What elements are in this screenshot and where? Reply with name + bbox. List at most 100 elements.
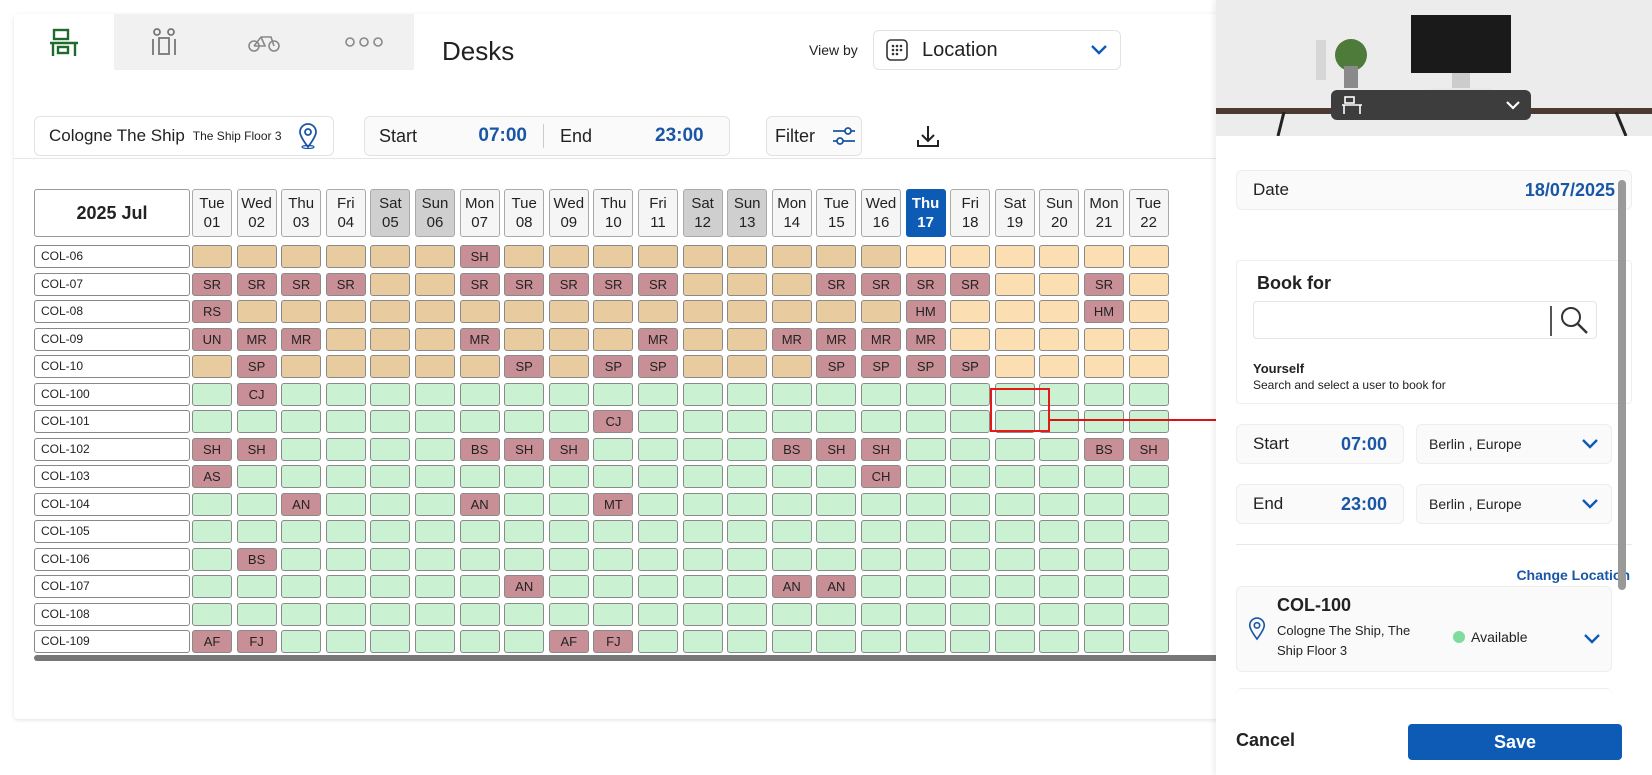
free-slot[interactable] bbox=[994, 575, 1035, 598]
free-slot[interactable] bbox=[1128, 465, 1169, 488]
free-slot[interactable] bbox=[370, 245, 411, 268]
free-slot[interactable] bbox=[816, 245, 857, 268]
free-slot[interactable] bbox=[994, 245, 1035, 268]
booked-slot[interactable]: SR bbox=[638, 272, 678, 296]
free-slot[interactable] bbox=[727, 520, 768, 543]
free-slot[interactable] bbox=[459, 602, 500, 626]
free-slot[interactable] bbox=[548, 602, 589, 626]
free-slot[interactable] bbox=[727, 630, 768, 653]
free-slot[interactable] bbox=[950, 382, 991, 406]
free-slot[interactable] bbox=[994, 355, 1035, 378]
free-slot[interactable] bbox=[459, 630, 500, 653]
free-slot[interactable] bbox=[593, 437, 634, 461]
free-slot[interactable] bbox=[504, 465, 545, 488]
free-slot[interactable] bbox=[816, 602, 857, 626]
free-slot[interactable] bbox=[325, 575, 366, 598]
free-slot[interactable] bbox=[370, 547, 411, 571]
free-slot[interactable] bbox=[816, 465, 857, 488]
booked-slot[interactable]: MR bbox=[816, 327, 857, 351]
free-slot[interactable] bbox=[415, 355, 455, 378]
free-slot[interactable] bbox=[415, 547, 455, 571]
free-slot[interactable] bbox=[1039, 492, 1080, 516]
booked-slot[interactable]: BS bbox=[459, 437, 500, 461]
booked-slot[interactable]: AN bbox=[459, 492, 500, 516]
free-slot[interactable] bbox=[325, 437, 366, 461]
free-slot[interactable] bbox=[370, 355, 411, 378]
free-slot[interactable] bbox=[236, 602, 277, 626]
start-time-input[interactable]: 07:00 bbox=[478, 125, 527, 146]
free-slot[interactable] bbox=[281, 437, 322, 461]
free-slot[interactable] bbox=[192, 382, 232, 406]
free-slot[interactable] bbox=[1084, 245, 1124, 268]
free-slot[interactable] bbox=[727, 355, 768, 378]
free-slot[interactable] bbox=[682, 547, 723, 571]
horizontal-scrollbar[interactable] bbox=[34, 655, 1244, 661]
free-slot[interactable] bbox=[682, 492, 723, 516]
free-slot[interactable] bbox=[1084, 602, 1124, 626]
booked-slot[interactable]: FJ bbox=[236, 630, 277, 653]
booked-slot[interactable]: SH bbox=[861, 437, 901, 461]
free-slot[interactable] bbox=[370, 602, 411, 626]
booked-slot[interactable]: BS bbox=[771, 437, 812, 461]
end-time-input[interactable]: 23:00 bbox=[655, 125, 704, 146]
free-slot[interactable] bbox=[593, 327, 634, 351]
free-slot[interactable] bbox=[370, 630, 411, 653]
free-slot[interactable] bbox=[771, 410, 812, 433]
free-slot[interactable] bbox=[415, 300, 455, 323]
free-slot[interactable] bbox=[415, 410, 455, 433]
booked-slot[interactable]: AN bbox=[504, 575, 545, 598]
booked-slot[interactable]: SR bbox=[459, 272, 500, 296]
free-slot[interactable] bbox=[861, 382, 901, 406]
free-slot[interactable] bbox=[950, 602, 991, 626]
free-slot[interactable] bbox=[682, 327, 723, 351]
free-slot[interactable] bbox=[816, 382, 857, 406]
free-slot[interactable] bbox=[682, 355, 723, 378]
free-slot[interactable] bbox=[861, 300, 901, 323]
booked-slot[interactable]: SR bbox=[593, 272, 634, 296]
free-slot[interactable] bbox=[1084, 547, 1124, 571]
booked-slot[interactable]: SR bbox=[905, 272, 946, 296]
free-slot[interactable] bbox=[1084, 575, 1124, 598]
free-slot[interactable] bbox=[682, 630, 723, 653]
free-slot[interactable] bbox=[1039, 245, 1080, 268]
booked-slot[interactable]: AS bbox=[192, 465, 232, 488]
free-slot[interactable] bbox=[638, 630, 678, 653]
free-slot[interactable] bbox=[1128, 602, 1169, 626]
booked-slot[interactable]: MR bbox=[861, 327, 901, 351]
free-slot[interactable] bbox=[682, 437, 723, 461]
free-slot[interactable] bbox=[1039, 437, 1080, 461]
free-slot[interactable] bbox=[816, 492, 857, 516]
free-slot[interactable] bbox=[994, 465, 1035, 488]
free-slot[interactable] bbox=[459, 547, 500, 571]
free-slot[interactable] bbox=[727, 492, 768, 516]
free-slot[interactable] bbox=[281, 630, 322, 653]
booked-slot[interactable]: SP bbox=[638, 355, 678, 378]
booked-slot[interactable]: SH bbox=[192, 437, 232, 461]
free-slot[interactable] bbox=[905, 575, 946, 598]
free-slot[interactable] bbox=[994, 300, 1035, 323]
tab-more[interactable] bbox=[314, 14, 414, 70]
free-slot[interactable] bbox=[682, 272, 723, 296]
booked-slot[interactable]: SR bbox=[281, 272, 322, 296]
free-slot[interactable] bbox=[370, 382, 411, 406]
free-slot[interactable] bbox=[593, 602, 634, 626]
free-slot[interactable] bbox=[281, 300, 322, 323]
booked-slot[interactable]: MR bbox=[638, 327, 678, 351]
free-slot[interactable] bbox=[727, 547, 768, 571]
free-slot[interactable] bbox=[727, 272, 768, 296]
free-slot[interactable] bbox=[236, 300, 277, 323]
booked-slot[interactable]: MR bbox=[281, 327, 322, 351]
free-slot[interactable] bbox=[504, 382, 545, 406]
free-slot[interactable] bbox=[950, 300, 991, 323]
free-slot[interactable] bbox=[638, 520, 678, 543]
free-slot[interactable] bbox=[682, 382, 723, 406]
free-slot[interactable] bbox=[548, 547, 589, 571]
free-slot[interactable] bbox=[325, 410, 366, 433]
free-slot[interactable] bbox=[771, 547, 812, 571]
booked-slot[interactable]: HM bbox=[1084, 300, 1124, 323]
free-slot[interactable] bbox=[771, 520, 812, 543]
free-slot[interactable] bbox=[236, 492, 277, 516]
free-slot[interactable] bbox=[905, 602, 946, 626]
free-slot[interactable] bbox=[281, 465, 322, 488]
free-slot[interactable] bbox=[415, 492, 455, 516]
